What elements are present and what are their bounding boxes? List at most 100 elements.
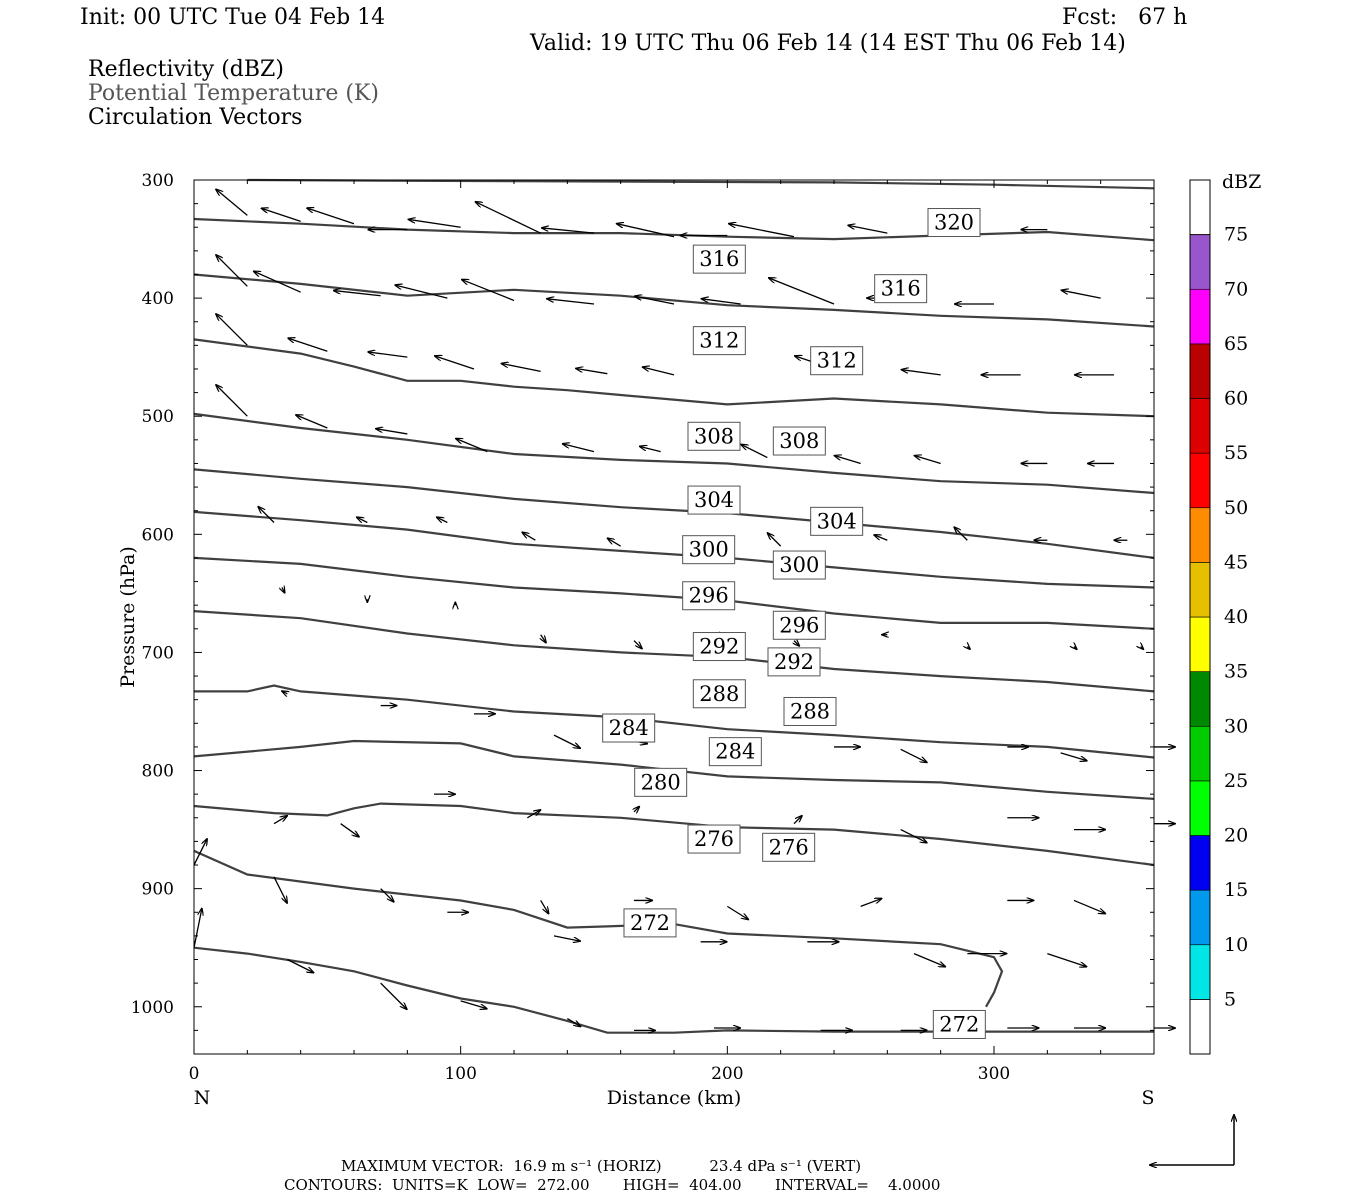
colorbar-swatch-7	[1189, 562, 1211, 618]
circulation-vector-57	[282, 587, 285, 592]
circulation-vector-51	[608, 538, 622, 547]
colorbar-swatch-4	[1189, 725, 1211, 782]
contour-labels: 320 316 316 312 312 308 308 304 304 300 300 296 296 2…	[602, 208, 986, 1039]
colorbar-swatch-5	[1189, 671, 1211, 727]
svg-text:284: 284	[715, 740, 755, 764]
svg-text:272: 272	[630, 911, 670, 935]
colorbar-swatch-8	[1189, 507, 1211, 563]
colorbar-swatch-9	[1189, 452, 1211, 509]
contour-label-19: 280	[634, 767, 688, 797]
circulation-vector-102	[1073, 899, 1105, 913]
circulation-vector-5	[476, 202, 541, 234]
contours-note: CONTOURS: UNITS=K LOW= 272.00 HIGH= 404.…	[284, 1176, 941, 1194]
circulation-vector-18	[547, 299, 595, 305]
circulation-vector-14	[254, 271, 301, 293]
circulation-vector-108	[566, 1018, 580, 1027]
circulation-vector-31	[643, 367, 675, 376]
colorbar-level-9: 50	[1224, 497, 1248, 519]
theta-contour-9	[194, 684, 1155, 759]
svg-text:308: 308	[779, 429, 819, 453]
y-axis-title: Pressure (hPa)	[117, 546, 139, 688]
theta-contour-5	[193, 468, 1155, 559]
colorbar: 5 10 15 20 25 30 35 40 45 50 55 60 65 70 75	[1189, 179, 1248, 1055]
svg-text:312: 312	[699, 329, 739, 353]
circulation-vector-24	[1062, 290, 1101, 299]
svg-text:288: 288	[790, 699, 830, 723]
circulation-vector-85	[793, 816, 802, 825]
colorbar-level-2: 15	[1224, 879, 1248, 901]
svg-text:296: 296	[779, 613, 819, 637]
circulation-vector-52	[768, 533, 782, 547]
y-tick-label-5: 800	[142, 762, 174, 782]
colorbar-swatch-1	[1189, 889, 1211, 946]
circulation-vector-94	[553, 935, 580, 941]
colorbar-level-8: 45	[1224, 551, 1248, 573]
theta-contour-3	[193, 338, 1155, 418]
svg-text:296: 296	[689, 584, 729, 608]
circulation-vector-61	[633, 640, 642, 649]
circulation-vector-30	[576, 368, 608, 375]
colorbar-level-14: 75	[1224, 224, 1248, 246]
circulation-vector-106	[380, 982, 407, 1009]
circulation-vector-19	[635, 296, 675, 305]
y-tick-label-0: 300	[142, 171, 174, 191]
forecast-hour: Fcst: 67 h	[1062, 5, 1188, 30]
circulation-vector-25	[216, 314, 248, 346]
circulation-vector-33	[902, 370, 941, 376]
circulation-vector-105	[287, 958, 313, 973]
contour-label-0: 320	[927, 208, 981, 238]
circulation-vector-71	[553, 734, 580, 748]
colorbar-level-1: 10	[1224, 934, 1248, 956]
circulation-vector-63	[794, 641, 799, 646]
theta-contour-4	[193, 412, 1155, 495]
colorbar-swatch-10	[1189, 398, 1211, 454]
circulation-vector-40	[563, 444, 595, 453]
y-tick-label-4: 700	[142, 643, 174, 663]
svg-text:304: 304	[694, 488, 734, 512]
circulation-vector-6	[542, 228, 595, 234]
contour-label-22: 272	[623, 908, 677, 938]
theta-contour-2	[193, 273, 1155, 328]
contour-label-10: 300	[772, 550, 826, 580]
theta-contour-8	[193, 610, 1155, 693]
circulation-vector-44	[915, 456, 941, 465]
svg-text:300: 300	[689, 538, 729, 562]
y-tick-label-2: 500	[142, 407, 174, 427]
contour-label-1: 316	[692, 244, 746, 274]
x-tick-label-1: 100	[444, 1064, 476, 1084]
circulation-vector-42	[741, 445, 768, 459]
svg-text:288: 288	[699, 682, 739, 706]
theta-contour-11	[193, 802, 1155, 867]
circulation-vector-26	[288, 338, 328, 352]
theta-contour-1	[193, 217, 1155, 242]
circulation-vector-16	[395, 285, 448, 299]
colorbar-level-13: 70	[1224, 278, 1248, 300]
circulation-vector-100	[913, 953, 945, 967]
colorbar-unit: dBZ	[1222, 171, 1261, 193]
colorbar-level-6: 35	[1224, 661, 1248, 683]
circulation-vector-36	[216, 385, 248, 417]
circulation-vector-17	[462, 280, 515, 302]
circulation-vector-66	[1074, 647, 1077, 650]
theta-contour-10	[193, 739, 1155, 800]
svg-text:308: 308	[694, 424, 734, 448]
reference-vector-icon	[1150, 1115, 1234, 1165]
circulation-vector-90	[273, 876, 287, 903]
valid-time: Valid: 19 UTC Thu 06 Feb 14 (14 EST Thu …	[530, 31, 1126, 56]
contour-lines	[193, 178, 1155, 1034]
colorbar-level-4: 25	[1224, 770, 1248, 792]
circulation-vector-47	[258, 507, 275, 523]
circulation-vector-107	[460, 1000, 487, 1009]
svg-text:280: 280	[641, 770, 681, 794]
y-tick-label-3: 600	[142, 525, 174, 545]
circulation-vector-80	[340, 823, 359, 837]
circulation-vector-39	[456, 439, 488, 453]
circulation-vector-53	[874, 535, 888, 541]
colorbar-level-5: 30	[1224, 715, 1248, 737]
svg-text:276: 276	[769, 835, 809, 859]
circulation-vector-28	[435, 356, 475, 370]
contour-label-20: 276	[687, 824, 741, 854]
svg-text:304: 304	[817, 509, 857, 533]
circulation-vector-41	[640, 446, 661, 453]
colorbar-swatch-2	[1189, 835, 1211, 891]
